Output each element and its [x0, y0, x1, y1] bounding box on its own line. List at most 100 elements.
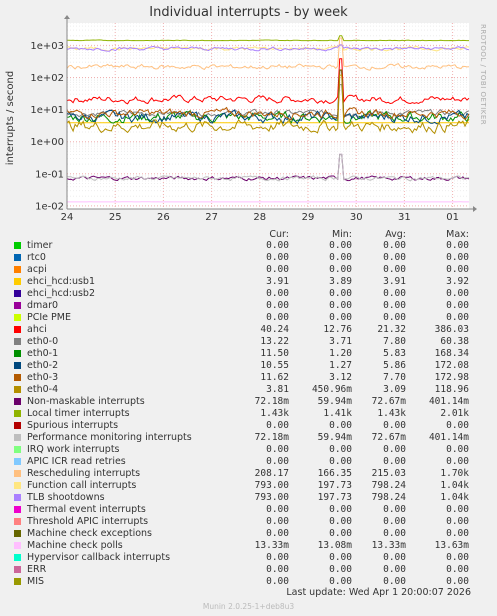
legend-value: 0.00 — [329, 516, 352, 527]
legend-swatch — [14, 398, 21, 405]
legend-swatch — [14, 242, 21, 249]
legend-series-name: ehci_hcd:usb2 — [27, 288, 95, 299]
legend-value: 0.00 — [446, 504, 469, 515]
legend-value: 793.00 — [254, 480, 289, 491]
legend-value: 1.04k — [440, 480, 469, 491]
legend-value: 7.70 — [383, 372, 406, 383]
legend-value: 1.27 — [329, 360, 352, 371]
legend-value: 0.00 — [266, 504, 289, 515]
legend-value: 72.18m — [254, 396, 289, 407]
legend-swatch — [14, 434, 21, 441]
legend-series-name: Hypervisor callback interrupts — [27, 552, 171, 563]
legend-value: 11.62 — [260, 372, 289, 383]
y-tick-label: 1e+01 — [30, 105, 64, 116]
legend-series-name: acpi — [27, 264, 47, 275]
legend-value: 13.33m — [254, 540, 289, 551]
legend-value: 0.00 — [383, 576, 406, 587]
legend-row: TLB shootdowns 793.00 197.73 798.24 1.04k — [0, 492, 497, 504]
legend-value: 0.00 — [446, 264, 469, 275]
legend-value: 3.09 — [383, 384, 406, 395]
legend-value: 13.22 — [260, 336, 289, 347]
legend-value: 2.01k — [440, 408, 469, 419]
legend-value: 40.24 — [260, 324, 289, 335]
legend-series-name: Performance monitoring interrupts — [27, 432, 192, 443]
y-tick-label: 1e+00 — [30, 137, 64, 148]
legend-value: 5.83 — [383, 348, 406, 359]
legend-swatch — [14, 530, 21, 537]
legend-swatch — [14, 410, 21, 417]
legend-swatch — [14, 254, 21, 261]
legend-series-name: Local timer interrupts — [27, 408, 130, 419]
legend-value: 0.00 — [266, 456, 289, 467]
legend-row: Rescheduling interrupts 208.17 166.35 215.0… — [0, 468, 497, 480]
legend-row: eth0-0 13.22 3.71 7.80 60.38 — [0, 336, 497, 348]
legend-series-name: IRQ work interrupts — [27, 444, 120, 455]
legend-value: 0.00 — [329, 300, 352, 311]
y-axis-label: interrupts / second — [5, 71, 16, 165]
legend-value: 0.00 — [266, 264, 289, 275]
legend-value: 10.55 — [260, 360, 289, 371]
legend-value: 118.96 — [434, 384, 469, 395]
legend-value: 0.00 — [329, 240, 352, 251]
legend-value: 168.34 — [434, 348, 469, 359]
legend-value: 215.03 — [371, 468, 406, 479]
axes: 24 25 26 27 28 29 30 31 01 1e-02 1e-01 1e+00 1e+01 1e… — [30, 15, 477, 223]
legend-value: 0.00 — [329, 576, 352, 587]
legend-value: 0.00 — [266, 516, 289, 527]
legend-value: 0.00 — [383, 264, 406, 275]
legend-value: 0.00 — [329, 312, 352, 323]
legend-value: 0.00 — [383, 504, 406, 515]
legend-row: Local timer interrupts 1.43k 1.41k 1.43k 2.0… — [0, 408, 497, 420]
legend-series-name: ahci — [27, 324, 47, 335]
legend-value: 0.00 — [446, 420, 469, 431]
legend-swatch — [14, 326, 21, 333]
legend-swatch — [14, 374, 21, 381]
legend-value: 0.00 — [383, 240, 406, 251]
legend-swatch — [14, 338, 21, 345]
legend-value: 1.43k — [377, 408, 406, 419]
last-update: Last update: Wed Apr 1 20:00:07 2026 — [286, 587, 471, 598]
legend-series-name: rtc0 — [27, 252, 46, 263]
y-tick-label: 1e+02 — [30, 73, 64, 84]
legend-series-name: Non-maskable interrupts — [27, 396, 145, 407]
legend-swatch — [14, 578, 21, 585]
x-tick-label: 30 — [350, 212, 363, 223]
legend-value: 0.00 — [446, 444, 469, 455]
legend-value: 0.00 — [446, 516, 469, 527]
legend-series-name: timer — [27, 240, 53, 251]
legend-value: 0.00 — [329, 264, 352, 275]
legend-value: 72.67m — [371, 396, 406, 407]
legend-value: 3.81 — [266, 384, 289, 395]
legend-value: 59.94m — [317, 432, 352, 443]
legend-col-header: Cur: — [269, 229, 289, 240]
y-tick-label: 1e-02 — [35, 201, 64, 212]
legend-row: eth0-3 11.62 3.12 7.70 172.98 — [0, 372, 497, 384]
legend-value: 0.00 — [446, 252, 469, 263]
legend-series-name: dmar0 — [27, 300, 59, 311]
legend-row: PCIe PME 0.00 0.00 0.00 0.00 — [0, 312, 497, 324]
legend-value: 0.00 — [329, 564, 352, 575]
legend-value: 12.76 — [323, 324, 352, 335]
legend-series-name: Function call interrupts — [27, 480, 137, 491]
legend-value: 0.00 — [383, 252, 406, 263]
series-line-14 — [66, 35, 469, 42]
legend-row: Hypervisor callback interrupts 0.00 0.00 0.… — [0, 552, 497, 564]
legend-row: rtc0 0.00 0.00 0.00 0.00 — [0, 252, 497, 264]
legend-value: 0.00 — [383, 300, 406, 311]
legend-value: 1.43k — [260, 408, 289, 419]
legend-col-header: Avg: — [385, 229, 406, 240]
legend-value: 1.41k — [323, 408, 352, 419]
legend-value: 793.00 — [254, 492, 289, 503]
legend-value: 0.00 — [383, 288, 406, 299]
legend-col-header: Min: — [331, 229, 352, 240]
legend-value: 172.98 — [434, 372, 469, 383]
series-line-12 — [66, 74, 470, 135]
x-tick-label: 01 — [446, 212, 459, 223]
legend-value: 7.80 — [383, 336, 406, 347]
legend-value: 0.00 — [329, 288, 352, 299]
legend-value: 13.63m — [434, 540, 469, 551]
legend-value: 0.00 — [266, 240, 289, 251]
y-tick-label: 1e-01 — [35, 169, 64, 180]
x-axis-arrow — [473, 206, 477, 212]
legend-swatch — [14, 566, 21, 573]
